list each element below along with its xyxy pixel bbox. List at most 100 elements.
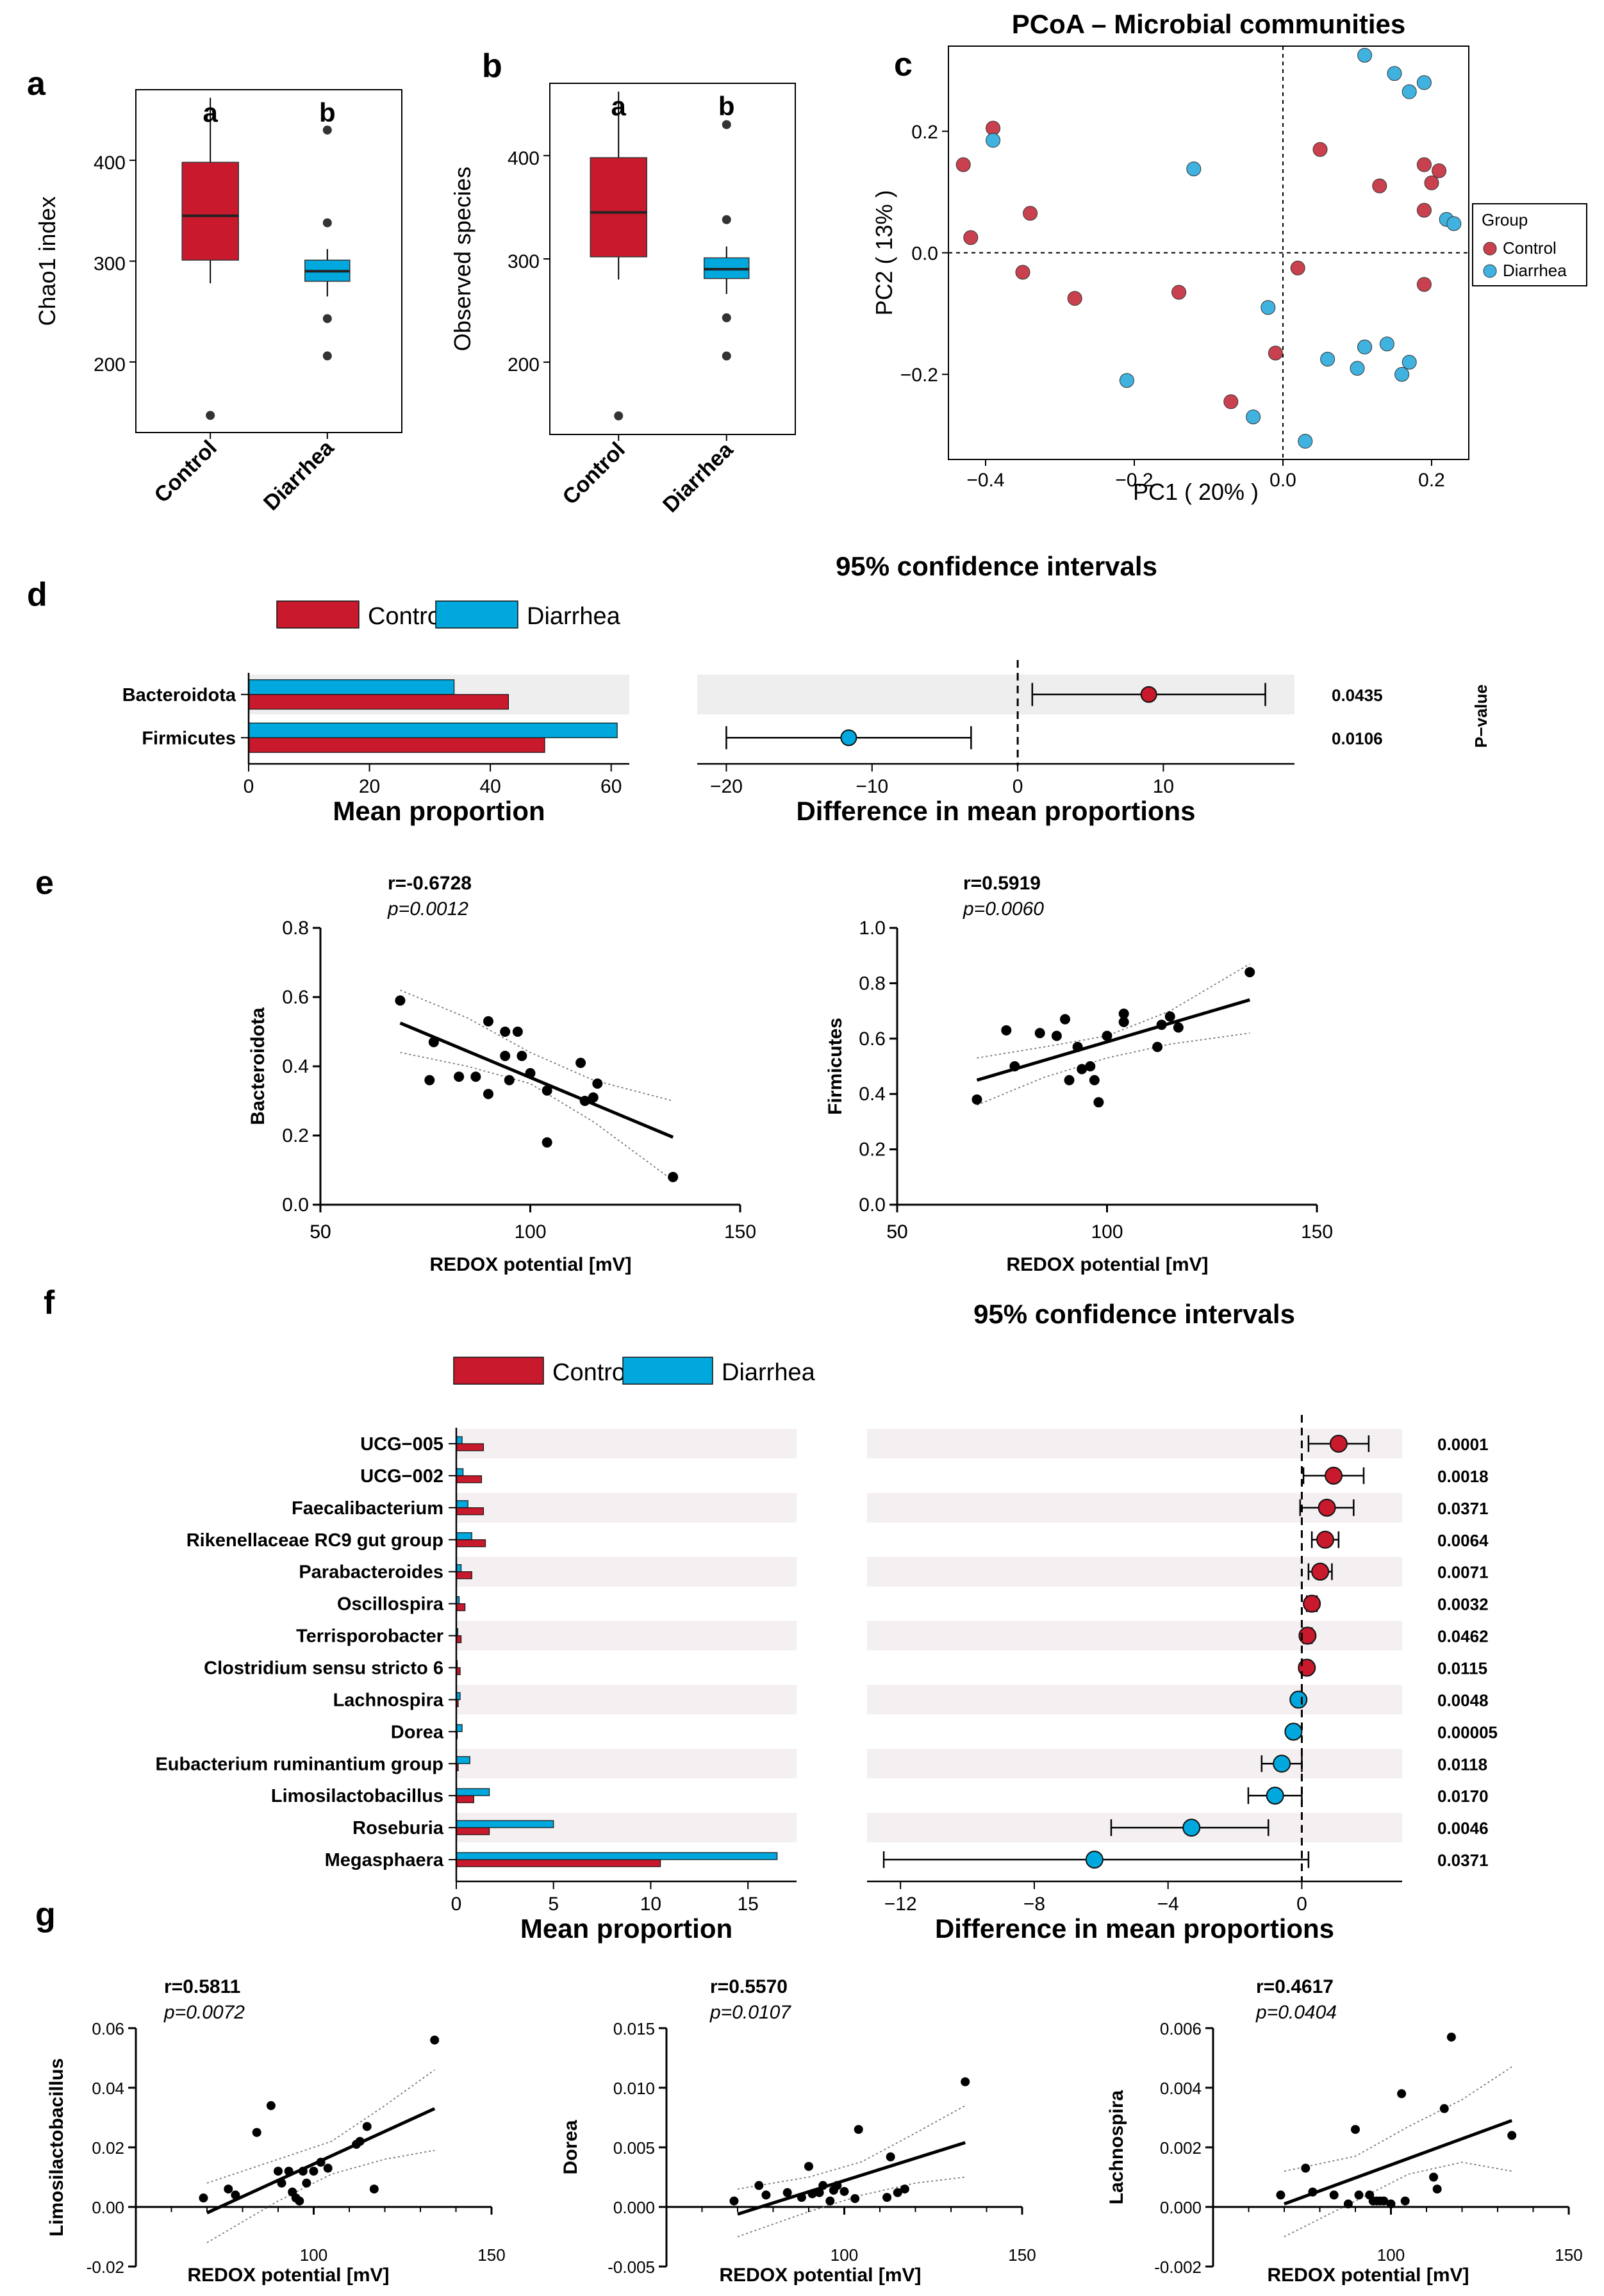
bar-control: [456, 1539, 486, 1548]
r-value-label: r=0.4617: [1256, 1976, 1334, 1997]
significance-letter: b: [319, 97, 336, 128]
legend-marker: [1483, 264, 1497, 278]
confidence-band-lower: [206, 2149, 435, 2243]
x-tick-label: 20: [359, 776, 380, 797]
data-point: [1439, 2104, 1449, 2113]
x-tick-label: −4: [1157, 1894, 1179, 1915]
data-point: [500, 1050, 511, 1061]
pcoa-point-control: [1432, 163, 1447, 178]
data-point: [754, 2181, 764, 2190]
x-tick-label: 150: [1301, 1221, 1333, 1243]
p-value-label: 0.0118: [1437, 1755, 1487, 1774]
bar-control: [248, 737, 545, 753]
pcoa-point-control: [1290, 260, 1305, 276]
data-point: [761, 2190, 771, 2200]
legend-label: Control: [368, 603, 447, 630]
p-value-label: 0.0462: [1437, 1627, 1489, 1646]
p-value-label: 0.0032: [1437, 1595, 1489, 1614]
y-tick-label: 0.8: [282, 918, 309, 939]
pcoa-point-diarrhea: [1401, 84, 1417, 99]
x-tick-label: −10: [856, 776, 888, 797]
legend-title: Group: [1482, 210, 1528, 229]
data-point: [1009, 1061, 1020, 1071]
x-tick-label: 100: [1377, 2245, 1405, 2265]
y-tick-label: 0.4: [859, 1084, 886, 1105]
data-point: [1102, 1030, 1112, 1041]
bar-diarrhea: [456, 1532, 472, 1540]
r-value-label: r=-0.6728: [388, 873, 472, 894]
data-point: [277, 2178, 286, 2188]
data-point: [512, 1027, 523, 1037]
data-point: [1060, 1014, 1070, 1025]
data-point: [1001, 1025, 1012, 1036]
legend-label: Control: [552, 1359, 631, 1386]
pcoa-point-diarrhea: [1261, 300, 1276, 315]
r-value-label: r=0.5811: [164, 1976, 240, 1997]
category-label: Limosilactobacillus: [271, 1786, 443, 1806]
data-point: [424, 1075, 435, 1086]
data-point: [199, 2193, 208, 2203]
pcoa-point-control: [955, 157, 971, 172]
x-tick-label: −20: [710, 776, 743, 797]
p-value-label: p=0.0404: [1255, 2002, 1337, 2023]
category-label: Eubacterium ruminantium group: [155, 1754, 443, 1774]
data-point: [575, 1057, 586, 1068]
bar-control: [456, 1475, 483, 1483]
data-point: [1379, 2196, 1389, 2206]
pcoa-point-diarrhea: [1401, 354, 1417, 370]
outlier-point: [322, 351, 332, 361]
y-tick-label: -0.002: [1154, 2258, 1202, 2277]
y-tick-label: 0.004: [1160, 2079, 1202, 2098]
bar-diarrhea: [456, 1500, 468, 1508]
ci-estimate-control: [1318, 1498, 1336, 1517]
ci-estimate-control: [1311, 1562, 1330, 1581]
outlier-point: [614, 411, 624, 420]
data-point: [1446, 2032, 1456, 2042]
confidence-band-lower: [400, 1052, 674, 1181]
legend-label: Control: [1503, 238, 1557, 258]
y-tick-label: 0.00: [92, 2198, 124, 2217]
pcoa-point-diarrhea: [1416, 75, 1432, 90]
data-point: [1093, 1097, 1104, 1108]
data-point: [1152, 1041, 1163, 1052]
category-label: Dorea: [391, 1722, 444, 1742]
p-value-label: 0.0064: [1437, 1531, 1489, 1550]
pcoa-point-diarrhea: [1379, 336, 1394, 352]
x-tick-label: Diarrhea: [658, 437, 738, 517]
category-label: UCG−005: [360, 1434, 443, 1455]
row-band: [867, 1685, 1402, 1715]
x-tick-label: −0.2: [1115, 470, 1153, 491]
y-axis-label: Bacteroidota: [247, 1007, 269, 1125]
x-tick-label: 0.0: [1269, 470, 1296, 491]
y-tick-label: 0.2: [282, 1125, 309, 1146]
y-tick-label: 0.000: [613, 2198, 655, 2217]
category-label: Roseburia: [352, 1818, 444, 1838]
x-tick-label: 100: [514, 1221, 546, 1243]
bar-diarrhea: [456, 1468, 464, 1476]
category-label: Terrisporobacter: [296, 1626, 443, 1647]
pcoa-point-control: [1416, 202, 1432, 218]
x-tick-label: 60: [600, 776, 622, 797]
p-value-label: 0.00005: [1437, 1722, 1498, 1742]
box-control: [181, 161, 239, 261]
regression-line: [399, 1021, 674, 1139]
data-point: [525, 1068, 536, 1078]
data-point: [252, 2127, 261, 2137]
pcoa-point-diarrhea: [1119, 373, 1134, 388]
data-point: [971, 1094, 982, 1105]
row-band: [456, 1621, 797, 1651]
x-tick-label: Control: [150, 436, 222, 508]
data-point: [797, 2193, 806, 2202]
data-point: [1308, 2187, 1318, 2197]
panel-label-b: b: [482, 47, 502, 85]
row-band: [456, 1685, 797, 1715]
bar-diarrhea: [456, 1436, 463, 1444]
x-tick-label: 0: [451, 1894, 462, 1915]
confidence-band-upper: [737, 2105, 966, 2190]
data-point: [1429, 2172, 1439, 2182]
x-tick-label: −0.4: [966, 470, 1004, 491]
y-tick-label: 0.06: [92, 2019, 124, 2038]
p-value-label: 0.0371: [1437, 1851, 1489, 1870]
